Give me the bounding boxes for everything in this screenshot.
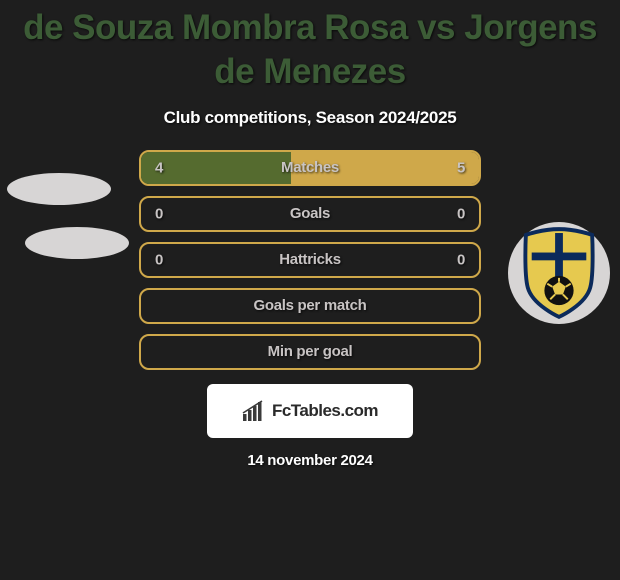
subtitle: Club competitions, Season 2024/2025 [0, 108, 620, 128]
stat-left-value: 0 [155, 251, 163, 268]
crest-cross-h [532, 253, 587, 261]
page-title: de Souza Mombra Rosa vs Jorgens de Menez… [0, 0, 620, 94]
stat-label: Hattricks [279, 251, 341, 268]
stat-right-value: 5 [457, 159, 465, 176]
stat-label: Goals per match [253, 297, 366, 314]
stat-row: Goals per match [139, 288, 481, 324]
stat-left-value: 4 [155, 159, 163, 176]
stat-left-value: 0 [155, 205, 163, 222]
stat-label: Matches [281, 159, 339, 176]
stat-row: Matches 4 5 [139, 150, 481, 186]
stat-right-value: 0 [457, 205, 465, 222]
stat-label: Goals [290, 205, 330, 222]
stat-right-value: 0 [457, 251, 465, 268]
bar-chart-icon [242, 400, 266, 422]
club-crest [508, 222, 610, 324]
avatar-placeholder [7, 173, 111, 205]
avatar-placeholder [25, 227, 129, 259]
stat-row: Goals 0 0 [139, 196, 481, 232]
date-text: 14 november 2024 [0, 452, 620, 469]
source-text: FcTables.com [272, 401, 378, 421]
source-badge: FcTables.com [207, 384, 413, 438]
stat-row: Min per goal [139, 334, 481, 370]
stat-label: Min per goal [268, 343, 353, 360]
stat-row: Hattricks 0 0 [139, 242, 481, 278]
stat-fill-left [141, 152, 291, 184]
